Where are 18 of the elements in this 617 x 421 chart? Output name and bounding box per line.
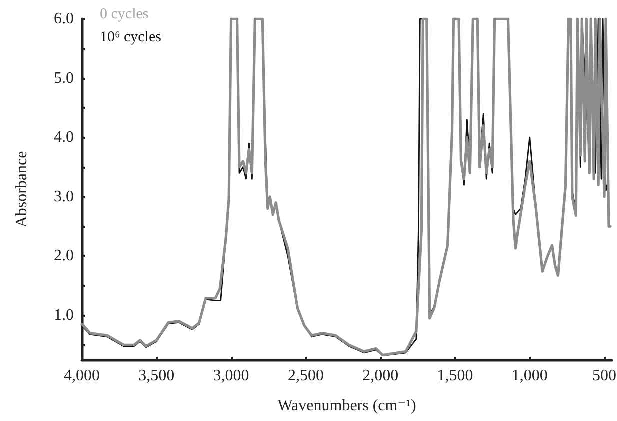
x-tick-label: 2,500 [288,368,324,384]
y-tick-label: 5.0 [54,70,74,87]
x-tick-label: 3,500 [138,368,175,384]
y-tick-label: 4.0 [54,129,74,146]
y-tick-label: 2.0 [54,248,74,265]
x-tick-label: 3,000 [213,368,250,384]
text: 10⁶ cycles [100,30,162,46]
y-tick-label: 6.0 [54,10,74,28]
text: 0 cycles [100,6,149,22]
x-tick-label: 4,000 [64,368,100,384]
x-tick-label: 1,500 [437,368,474,384]
x-tick-label: 500 [592,368,617,384]
y-tick-label: 3.0 [54,188,74,206]
y-tick-label: 1.0 [54,307,74,324]
x-axis-title: Wavenumbers (cm⁻¹) [278,398,416,414]
x-tick-label: 1,000 [512,368,548,384]
x-tick-label: 2,000 [362,368,399,384]
y-axis-title: Absorbance [14,151,30,228]
